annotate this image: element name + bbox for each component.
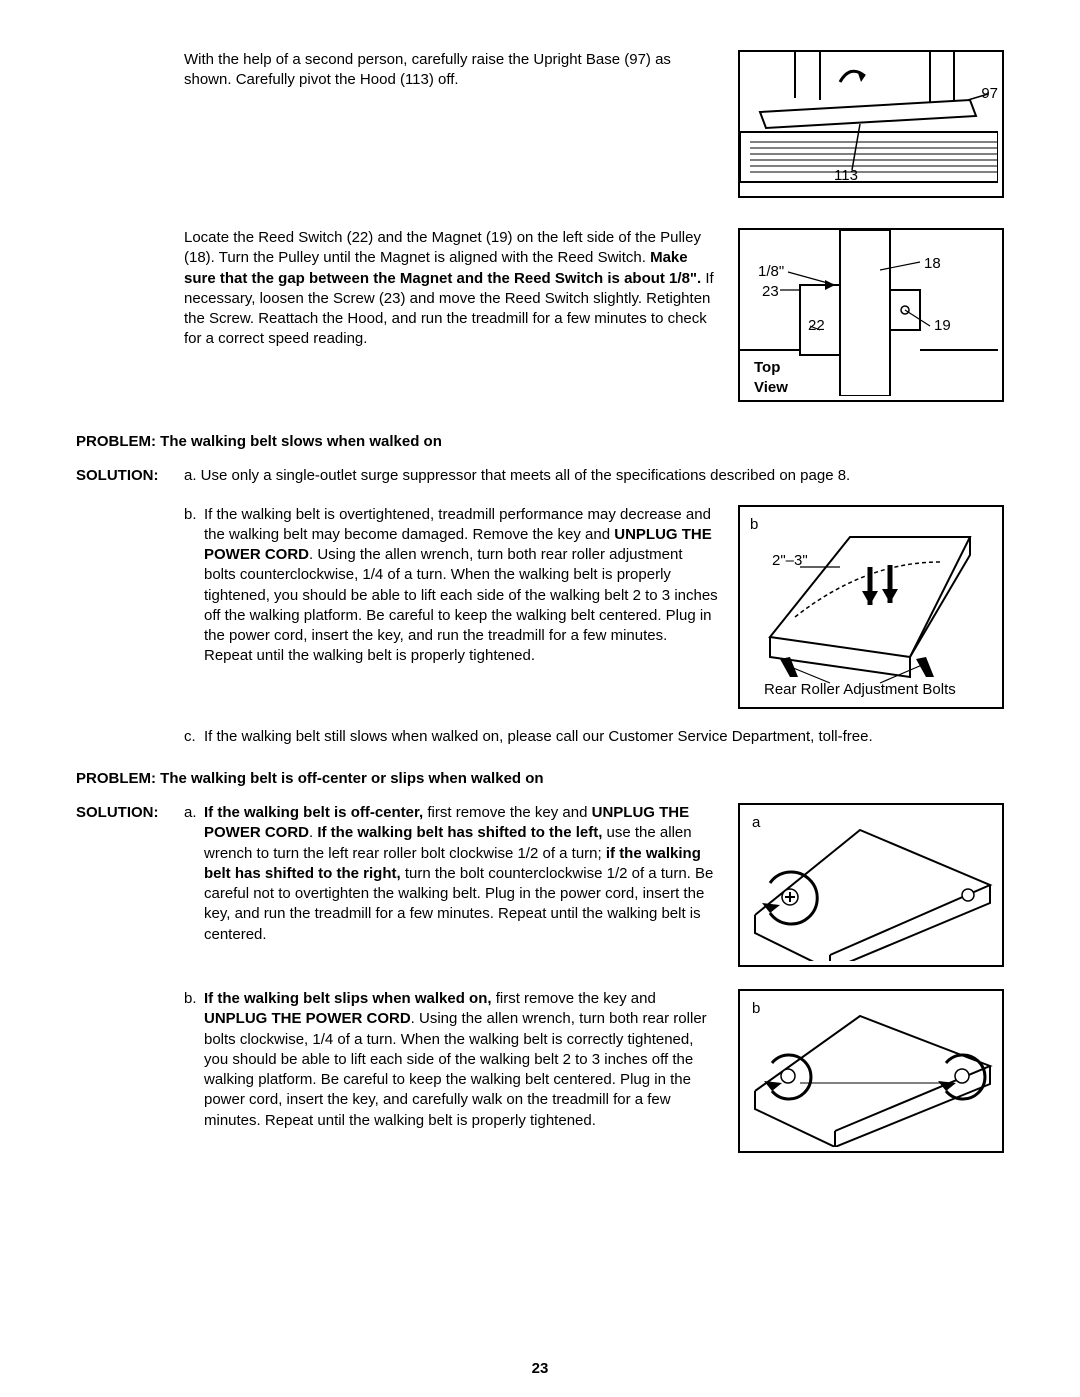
section-hood: With the help of a second person, carefu… [76, 50, 1004, 198]
section-hood-text: With the help of a second person, carefu… [184, 50, 738, 91]
pB-a-text: If the walking belt is off-center, first… [204, 803, 718, 945]
section-reed-text: Locate the Reed Switch (22) and the Magn… [184, 228, 738, 350]
label-19: 19 [934, 316, 951, 336]
manual-page: With the help of a second person, carefu… [0, 0, 1080, 1397]
problem-belt-slows: PROBLEM: The walking belt slows when wal… [76, 432, 1004, 747]
problem-belt-center: PROBLEM: The walking belt is off-center … [76, 769, 1004, 1153]
label-97: 97 [981, 84, 998, 104]
label-113: 113 [834, 166, 858, 186]
label-23: 23 [762, 282, 779, 302]
fig-a-label: a [752, 813, 760, 833]
fig-b-caption: Rear Roller Adjustment Bolts [764, 680, 956, 700]
problemB-title: PROBLEM: The walking belt is off-center … [76, 769, 1004, 789]
label-22: 22 [808, 316, 825, 336]
pB-a-letter: a. [184, 803, 204, 945]
pA-b-text: If the walking belt is overtightened, tr… [204, 505, 718, 667]
pA-c-letter: c. [184, 727, 204, 747]
figure-reed: 1/8" 23 18 19 22 Top View [738, 228, 1004, 402]
problemA-a: a. Use only a single-outlet surge suppre… [184, 466, 850, 486]
figure-hood: 97 113 [738, 50, 1004, 198]
fig-b-label: b [750, 515, 758, 535]
section-reed: Locate the Reed Switch (22) and the Magn… [76, 228, 1004, 402]
figure-bolt-a: a [738, 803, 1004, 967]
pA-b-letter: b. [184, 505, 204, 667]
label-18: 18 [924, 254, 941, 274]
fig-bb-label: b [752, 999, 760, 1019]
pB-b-text: If the walking belt slips when walked on… [204, 989, 718, 1131]
pA-c-text: If the walking belt still slows when wal… [204, 727, 873, 747]
label-gap: 1/8" [758, 262, 784, 282]
solution-label-b: SOLUTION: [76, 803, 184, 823]
pB-b-letter: b. [184, 989, 204, 1131]
reed-p1: Locate the Reed Switch (22) and the Magn… [184, 229, 701, 266]
label-topview: Top View [754, 358, 788, 399]
problemA-title: PROBLEM: The walking belt slows when wal… [76, 432, 1004, 452]
page-number: 23 [0, 1359, 1080, 1379]
figure-bolt-b: b [738, 989, 1004, 1153]
solution-label-a: SOLUTION: [76, 466, 184, 486]
fig-b-dim: 2"–3" [772, 551, 808, 571]
figure-belt-lift: b 2"–3" Rear Roller Adjustment Bolts [738, 505, 1004, 709]
